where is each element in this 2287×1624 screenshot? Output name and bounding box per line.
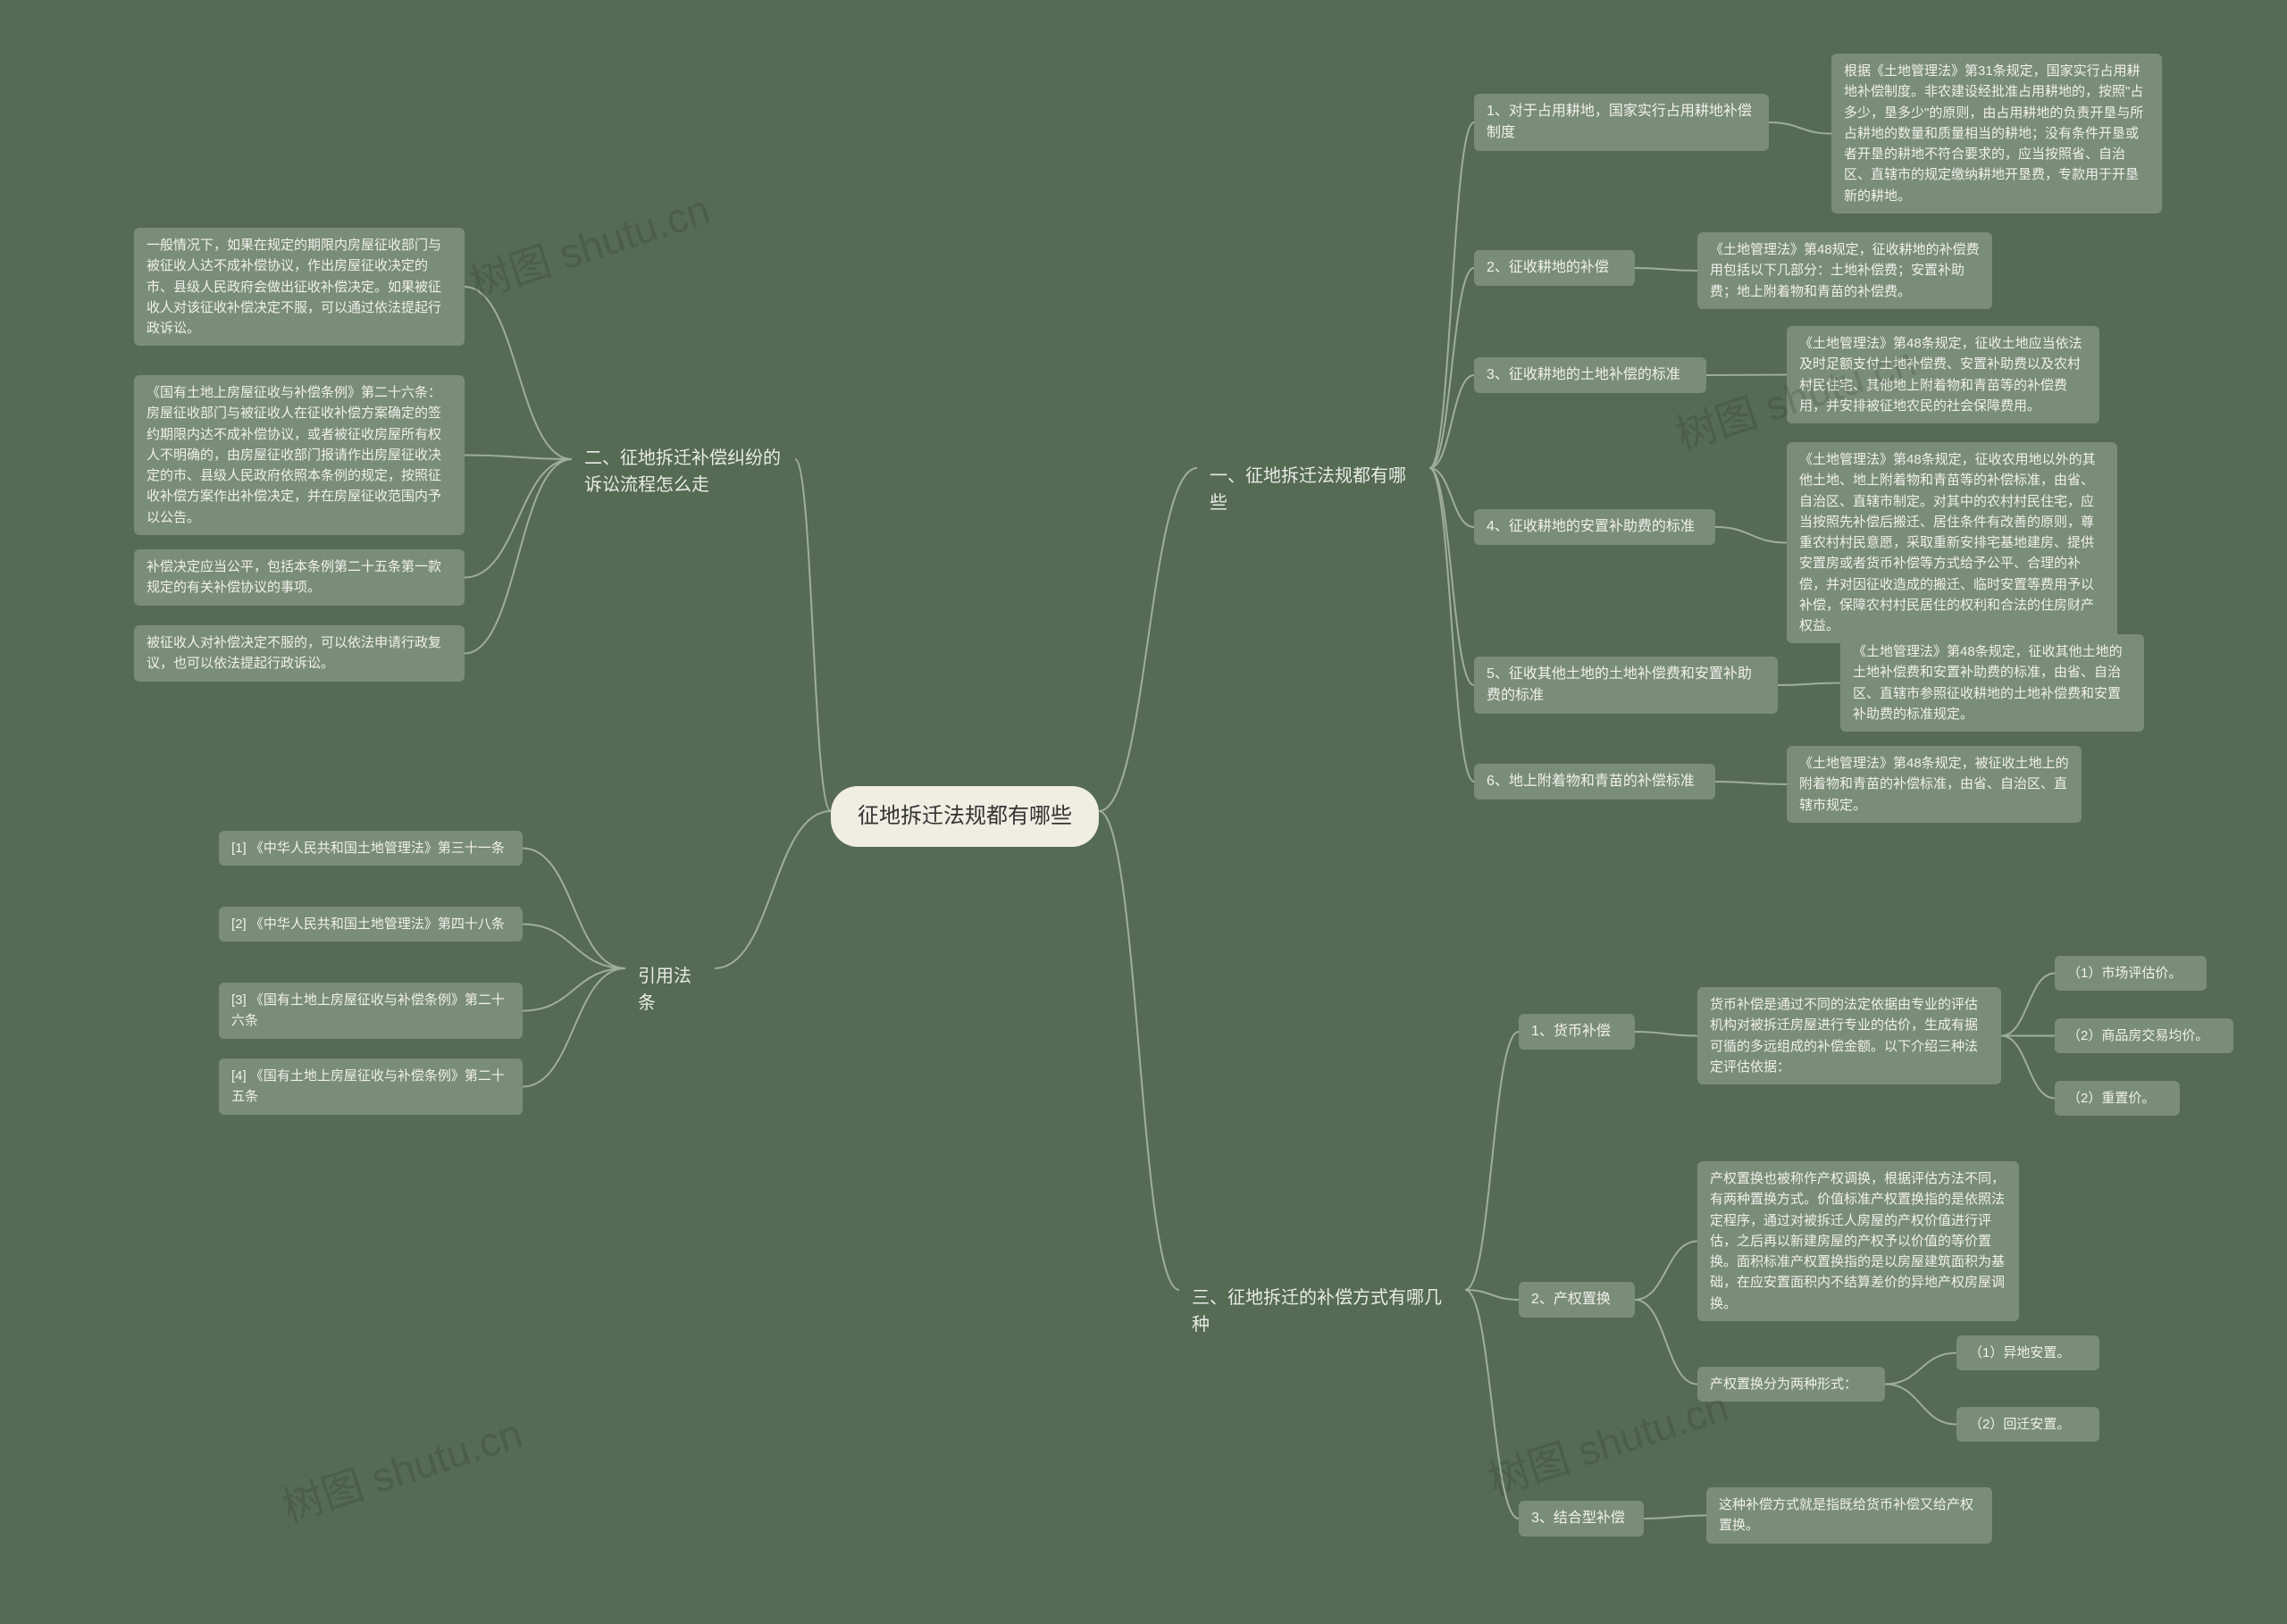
b3-item-0: [1] 《中华人民共和国土地管理法》第三十一条 [219, 831, 523, 866]
b1-item-0: 1、对于占用耕地，国家实行占用耕地补偿制度 [1474, 94, 1769, 151]
b4-desc2-1: 产权置换分为两种形式： [1697, 1367, 1885, 1402]
b1-leaf-3: 《土地管理法》第48条规定，征收农用地以外的其他土地、地上附着物和青苗等的补偿标… [1787, 442, 2117, 643]
b4-desc-2: 这种补偿方式就是指既给货币补偿又给产权置换。 [1706, 1487, 1992, 1544]
center-node: 征地拆迁法规都有哪些 [831, 786, 1099, 847]
b4-item-2: 3、结合型补偿 [1519, 1501, 1644, 1536]
b1-item-5: 6、地上附着物和青苗的补偿标准 [1474, 764, 1715, 799]
b4-leaf-0-0: （1）市场评估价。 [2055, 956, 2207, 991]
b1-leaf-5: 《土地管理法》第48条规定，被征收土地上的附着物和青苗的补偿标准，由省、自治区、… [1787, 746, 2082, 823]
b2-item-0: 一般情况下，如果在规定的期限内房屋征收部门与被征收人达不成补偿协议，作出房屋征收… [134, 228, 465, 346]
watermark-2: 树图 shutu.cn [274, 1402, 529, 1535]
b1-leaf-2: 《土地管理法》第48条规定，征收土地应当依法及时足额支付土地补偿费、安置补助费以… [1787, 326, 2099, 423]
b2-item-1: 《国有土地上房屋征收与补偿条例》第二十六条：房屋征收部门与被征收人在征收补偿方案… [134, 375, 465, 535]
b1-leaf-1: 《土地管理法》第48规定，征收耕地的补偿费用包括以下几部分：土地补偿费；安置补助… [1697, 232, 1992, 309]
b3-item-1: [2] 《中华人民共和国土地管理法》第四十八条 [219, 907, 523, 942]
b4-desc-0: 货币补偿是通过不同的法定依据由专业的评估机构对被拆迁房屋进行专业的估价，生成有据… [1697, 987, 2001, 1084]
branch-2: 二、征地拆迁补偿纠纷的诉讼流程怎么走 [572, 438, 795, 506]
b2-item-3: 被征收人对补偿决定不服的，可以依法申请行政复议，也可以依法提起行政诉讼。 [134, 625, 465, 682]
b3-item-2: [3] 《国有土地上房屋征收与补偿条例》第二十六条 [219, 983, 523, 1039]
b4-desc-1: 产权置换也被称作产权调换，根据评估方法不同，有两种置换方式。价值标准产权置换指的… [1697, 1161, 2019, 1321]
b1-leaf-0: 根据《土地管理法》第31条规定，国家实行占用耕地补偿制度。非农建设经批准占用耕地… [1831, 54, 2162, 213]
branch-3: 引用法条 [625, 956, 715, 1024]
watermark-0: 树图 shutu.cn [462, 178, 716, 311]
b3-item-3: [4] 《国有土地上房屋征收与补偿条例》第二十五条 [219, 1059, 523, 1115]
b4-item-1: 2、产权置换 [1519, 1282, 1635, 1318]
branch-4: 三、征地拆迁的补偿方式有哪几种 [1179, 1277, 1465, 1345]
branch-1: 一、征地拆迁法规都有哪些 [1197, 456, 1429, 523]
b1-item-2: 3、征收耕地的土地补偿的标准 [1474, 357, 1706, 393]
b4-leaf-0-1: （2）商品房交易均价。 [2055, 1018, 2233, 1053]
b1-leaf-4: 《土地管理法》第48条规定，征收其他土地的土地补偿费和安置补助费的标准，由省、自… [1840, 634, 2144, 732]
b4-leaf-1-0: （1）异地安置。 [1956, 1335, 2099, 1370]
b2-item-2: 补偿决定应当公平，包括本条例第二十五条第一款规定的有关补偿协议的事项。 [134, 549, 465, 606]
b4-leaf-0-2: （2）重置价。 [2055, 1081, 2180, 1116]
b1-item-4: 5、征收其他土地的土地补偿费和安置补助费的标准 [1474, 657, 1778, 714]
b4-leaf-1-1: （2）回迁安置。 [1956, 1407, 2099, 1442]
b1-item-3: 4、征收耕地的安置补助费的标准 [1474, 509, 1715, 545]
b1-item-1: 2、征收耕地的补偿 [1474, 250, 1635, 286]
b4-item-0: 1、货币补偿 [1519, 1014, 1635, 1050]
